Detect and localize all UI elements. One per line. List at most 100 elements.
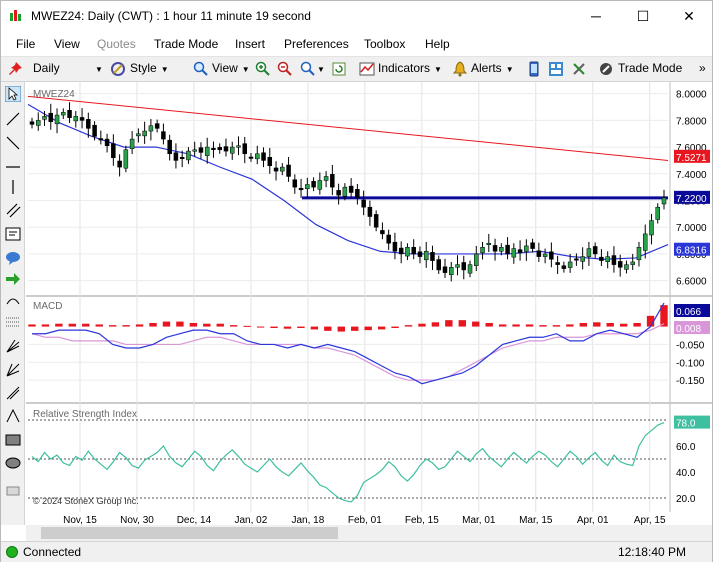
menu-toolbox[interactable]: Toolbox bbox=[364, 37, 406, 51]
candle-body bbox=[211, 147, 216, 150]
macd-pane[interactable] bbox=[28, 302, 668, 385]
candle-body bbox=[392, 241, 398, 252]
zoom-out-icon[interactable] bbox=[277, 61, 293, 77]
time-tick-label: Mar, 15 bbox=[519, 515, 553, 525]
minimize-button[interactable]: ─ bbox=[591, 8, 601, 24]
macd-histogram-bar bbox=[189, 323, 198, 327]
menu-bar: File View Quotes Trade Mode Insert Prefe… bbox=[1, 33, 712, 55]
magnifier-icon bbox=[193, 61, 208, 76]
candle-body bbox=[417, 251, 423, 257]
macd-tick-label: -0.100 bbox=[676, 358, 705, 369]
macd-tick-label: -0.150 bbox=[676, 376, 705, 387]
macd-line bbox=[32, 302, 665, 385]
menu-preferences[interactable]: Preferences bbox=[284, 37, 349, 51]
tools-icon[interactable] bbox=[571, 61, 587, 77]
chevron-down-icon: ▼ bbox=[160, 65, 169, 74]
annotation-tool-icon[interactable] bbox=[5, 250, 21, 266]
toolbar-overflow-button[interactable]: » bbox=[699, 61, 706, 75]
vertical-line-tool-icon[interactable] bbox=[5, 179, 21, 195]
close-button[interactable]: ✕ bbox=[683, 8, 695, 24]
candle-body bbox=[154, 123, 160, 129]
trade-mode-button[interactable]: Trade Mode bbox=[618, 61, 683, 75]
gann-tool-icon[interactable] bbox=[5, 362, 21, 378]
channel-tool-icon[interactable] bbox=[5, 202, 21, 218]
fan-tool-icon[interactable] bbox=[5, 338, 21, 354]
rsi-pane[interactable] bbox=[31, 422, 665, 503]
chart-canvas[interactable]: Nov, 15 Nov, 30 Dec, 14 Jan, 02 Jan, 18 Feb, … bbox=[26, 82, 712, 526]
macd-histogram-bar bbox=[149, 323, 157, 327]
scrollbar-thumb[interactable] bbox=[41, 527, 338, 539]
ray-tool-icon[interactable] bbox=[5, 135, 21, 151]
macd-histogram-bar bbox=[283, 326, 292, 329]
candle-body bbox=[348, 185, 354, 193]
macd-histogram-bar bbox=[176, 321, 184, 327]
ellipse-tool-icon[interactable] bbox=[5, 455, 21, 471]
moving-average-red-line bbox=[27, 95, 669, 161]
view-label: View bbox=[212, 61, 238, 75]
macd-histogram-bar bbox=[404, 325, 413, 327]
candle-body bbox=[574, 258, 579, 261]
horizontal-line-tool-icon[interactable] bbox=[5, 159, 21, 175]
arrow-tool-icon[interactable] bbox=[5, 271, 21, 287]
chart-area[interactable]: Nov, 15 Nov, 30 Dec, 14 Jan, 02 Jan, 18 Feb, … bbox=[26, 82, 712, 526]
price-pane[interactable] bbox=[27, 95, 669, 282]
candle-body bbox=[311, 181, 316, 188]
candle-body bbox=[280, 166, 285, 172]
macd-histogram-bar bbox=[498, 324, 507, 327]
candle-body bbox=[73, 116, 79, 122]
price-badge-label: 7.2200 bbox=[676, 194, 707, 205]
eraser-tool-icon[interactable] bbox=[5, 482, 21, 498]
horizontal-scrollbar[interactable] bbox=[26, 525, 712, 541]
layout-icon[interactable] bbox=[548, 61, 564, 77]
indicators-button[interactable]: Indicators ▼ bbox=[378, 61, 442, 75]
menu-view[interactable]: View bbox=[54, 37, 80, 51]
pitchfork-tool-icon[interactable] bbox=[5, 385, 21, 401]
trade-mode-icon bbox=[600, 63, 612, 75]
zoom-menu-icon[interactable] bbox=[300, 61, 316, 77]
menu-trade-mode[interactable]: Trade Mode bbox=[154, 37, 219, 51]
view-button[interactable]: View ▼ bbox=[212, 61, 250, 75]
macd-histogram-bar bbox=[135, 324, 144, 327]
title-bar: MWEZ24: Daily (CWT) : 1 hour 11 minute 1… bbox=[1, 1, 712, 32]
candle-body bbox=[298, 187, 304, 191]
macd-histogram-bar bbox=[270, 326, 278, 328]
style-button[interactable]: Style ▼ bbox=[130, 61, 169, 75]
rectangle-tool-icon[interactable] bbox=[5, 432, 21, 448]
arc-tool-icon[interactable] bbox=[5, 292, 21, 308]
period-select[interactable]: Daily bbox=[33, 61, 60, 75]
phone-icon[interactable] bbox=[526, 61, 542, 77]
menu-help[interactable]: Help bbox=[425, 37, 450, 51]
cycle-tool-icon[interactable] bbox=[5, 408, 21, 424]
candle-body bbox=[86, 119, 91, 129]
candle-body bbox=[123, 149, 129, 169]
candle-body bbox=[61, 112, 66, 116]
line-tool-icon[interactable] bbox=[5, 111, 21, 127]
macd-histogram-bar bbox=[566, 324, 574, 327]
period-dropdown-icon[interactable]: ▼ bbox=[95, 65, 103, 74]
refresh-icon[interactable] bbox=[331, 61, 347, 77]
chevron-down-icon[interactable]: ▼ bbox=[317, 65, 325, 74]
price-pane-title: MWEZ24 bbox=[33, 89, 75, 100]
menu-insert[interactable]: Insert bbox=[235, 37, 266, 51]
candle-body bbox=[436, 259, 441, 271]
pointer-tool-icon[interactable] bbox=[5, 86, 21, 102]
fibonacci-tool-icon[interactable] bbox=[5, 315, 21, 331]
candle-body bbox=[461, 262, 467, 271]
menu-file[interactable]: File bbox=[16, 37, 36, 51]
macd-histogram-bar bbox=[230, 325, 238, 327]
price-badge bbox=[674, 242, 710, 256]
time-tick-label: Dec, 14 bbox=[177, 515, 212, 525]
maximize-button[interactable]: ☐ bbox=[636, 8, 650, 24]
alerts-button[interactable]: Alerts ▼ bbox=[471, 61, 514, 75]
pin-icon[interactable] bbox=[7, 61, 23, 77]
menu-quotes[interactable]: Quotes bbox=[97, 37, 136, 51]
price-badge bbox=[674, 190, 710, 204]
candle-body bbox=[455, 264, 460, 268]
candle-body bbox=[286, 164, 291, 177]
zoom-in-icon[interactable] bbox=[255, 61, 271, 77]
text-tool-icon[interactable] bbox=[5, 226, 21, 242]
candle-body bbox=[361, 199, 366, 208]
macd-histogram-bar bbox=[82, 323, 90, 327]
candle-body bbox=[186, 150, 191, 161]
candle-body bbox=[542, 253, 548, 257]
